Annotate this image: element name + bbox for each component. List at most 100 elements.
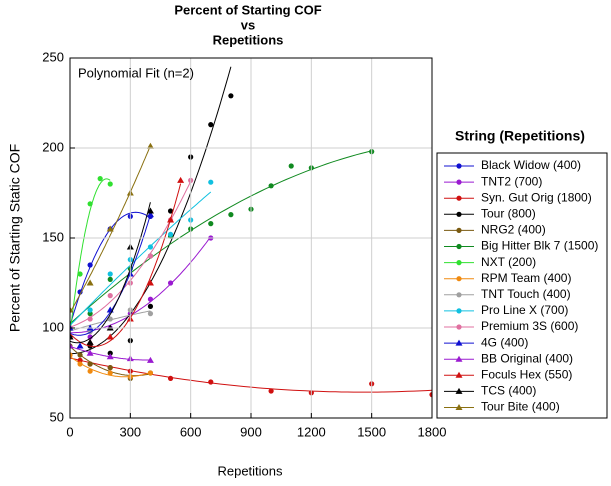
- point: [429, 392, 432, 398]
- point: [167, 280, 174, 286]
- point: [268, 388, 274, 394]
- y-tick-label: 100: [42, 319, 64, 334]
- legend-label: Tour Bite (400): [481, 400, 560, 414]
- legend-label: TNT2 (700): [481, 174, 542, 188]
- point: [107, 365, 113, 371]
- point: [106, 225, 114, 232]
- x-tick-label: 0: [66, 424, 73, 439]
- point: [77, 352, 83, 358]
- fit-curve: [70, 191, 212, 326]
- point: [167, 375, 174, 381]
- legend-marker: [456, 195, 462, 201]
- fit-curve: [70, 202, 151, 344]
- legend-marker: [456, 179, 462, 185]
- legend-label: Premium 3S (600): [481, 319, 578, 333]
- legend-marker: [456, 260, 462, 266]
- legend-label: BB Original (400): [481, 351, 573, 365]
- legend-label: Big Hitter Blk 7 (1500): [481, 239, 598, 253]
- point: [228, 212, 234, 218]
- point: [70, 306, 74, 313]
- x-tick-label: 1200: [297, 424, 326, 439]
- point: [107, 370, 113, 376]
- legend-label: NRG2 (400): [481, 223, 546, 237]
- point: [107, 271, 113, 277]
- point: [268, 183, 274, 189]
- plot-frame: [69, 57, 433, 419]
- point: [107, 316, 113, 322]
- legend-label: Syn. Gut Orig (1800): [481, 190, 592, 204]
- point: [107, 293, 113, 299]
- point: [76, 342, 84, 349]
- point: [147, 311, 154, 317]
- point: [86, 338, 94, 345]
- legend-marker: [456, 308, 462, 314]
- point: [228, 93, 234, 99]
- point: [77, 289, 83, 295]
- legend-label: 4G (400): [481, 335, 528, 349]
- chart-title: Repetitions: [213, 32, 284, 47]
- point: [106, 353, 114, 360]
- point: [87, 368, 93, 374]
- point: [146, 356, 154, 363]
- legend-label: NXT (200): [481, 255, 536, 269]
- y-tick-label: 50: [50, 409, 64, 424]
- point: [77, 361, 83, 367]
- point: [167, 231, 174, 237]
- legend-marker: [456, 276, 462, 282]
- point: [70, 342, 74, 349]
- annotation: Polynomial Fit (n=2): [78, 65, 194, 80]
- point: [146, 279, 154, 286]
- legend-marker: [456, 227, 462, 233]
- point: [147, 296, 154, 302]
- point: [208, 221, 214, 227]
- point: [167, 208, 174, 214]
- point: [87, 262, 93, 268]
- point: [288, 163, 294, 169]
- point: [147, 370, 154, 376]
- point: [177, 176, 185, 183]
- point: [86, 279, 94, 286]
- point: [87, 316, 93, 322]
- legend-label: Black Widow (400): [481, 158, 581, 172]
- point: [167, 216, 175, 223]
- y-tick-label: 250: [42, 49, 64, 64]
- legend-box: [436, 152, 608, 419]
- fit-curve: [70, 145, 151, 313]
- point: [77, 271, 83, 277]
- point: [107, 350, 113, 356]
- legend-marker: [456, 163, 462, 169]
- legend-label: Pro Line X (700): [481, 303, 568, 317]
- point: [208, 122, 214, 128]
- x-tick-label: 1500: [357, 424, 386, 439]
- point: [97, 176, 103, 182]
- fit-curve: [70, 150, 372, 325]
- legend-marker: [455, 339, 463, 346]
- y-tick-label: 200: [42, 139, 64, 154]
- x-tick-label: 900: [240, 424, 262, 439]
- x-axis-label: Repetitions: [217, 463, 283, 478]
- legend-marker: [456, 243, 462, 250]
- point: [106, 333, 114, 340]
- point: [87, 361, 93, 367]
- point: [208, 179, 214, 185]
- point: [87, 334, 93, 340]
- point: [147, 253, 154, 259]
- chart-title: vs: [241, 17, 255, 32]
- point: [87, 307, 93, 313]
- legend-marker: [456, 292, 462, 298]
- point: [77, 357, 83, 363]
- legend-marker: [455, 387, 463, 394]
- point: [107, 276, 113, 282]
- legend-label: TCS (400): [481, 384, 536, 398]
- point: [87, 311, 93, 317]
- x-tick-label: 600: [180, 424, 202, 439]
- legend-marker: [455, 371, 463, 378]
- chart-title: Percent of Starting COF: [174, 2, 321, 17]
- y-tick-label: 150: [42, 229, 64, 244]
- legend-title: String (Repetitions): [455, 128, 585, 144]
- point: [86, 349, 94, 356]
- legend-marker: [455, 355, 463, 362]
- x-tick-label: 1800: [418, 424, 447, 439]
- point: [70, 333, 74, 340]
